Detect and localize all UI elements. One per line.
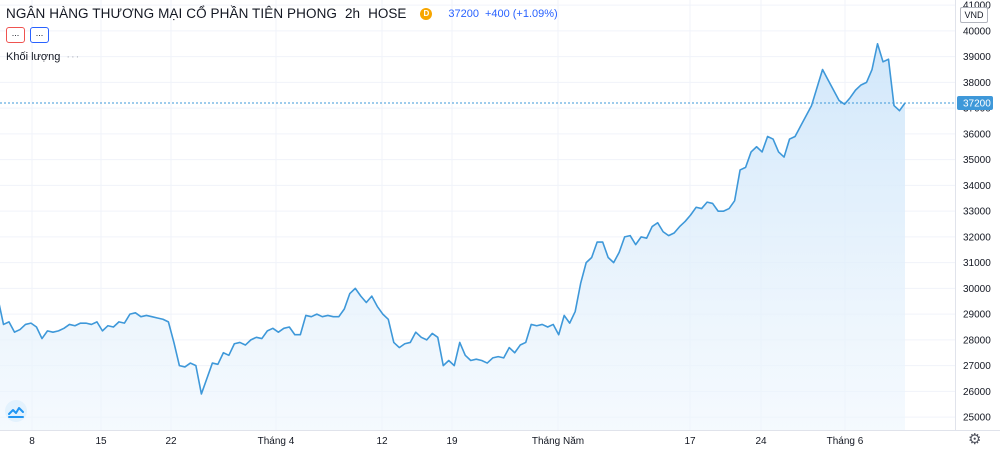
time-axis-tick-label: 15 <box>95 436 107 447</box>
time-axis-tick-label: 12 <box>376 436 388 447</box>
exchange-label: HOSE <box>368 6 407 21</box>
price-line <box>0 42 906 395</box>
currency-label[interactable]: VND <box>960 7 988 23</box>
last-price-label: 37200 <box>957 95 993 110</box>
price-axis-tick-label: 39000 <box>963 52 991 63</box>
sell-button[interactable]: ... <box>6 27 25 43</box>
price-area-fill <box>0 43 905 430</box>
data-delay-badge[interactable]: D <box>420 7 433 20</box>
time-axis-tick-label: 24 <box>755 436 767 447</box>
price-axis-tick-label: 26000 <box>963 387 991 398</box>
volume-label: Khối lượng <box>6 51 61 63</box>
time-axis-tick-label: 22 <box>165 436 177 447</box>
price-axis-tick-label: 38000 <box>963 78 991 89</box>
time-axis-tick-label: 17 <box>684 436 696 447</box>
last-price-label-text: 37200 <box>963 98 991 109</box>
price-axis-tick-label: 30000 <box>963 284 991 295</box>
price-axis-tick-label: 35000 <box>963 155 991 166</box>
price-axis-tick-label: 27000 <box>963 361 991 372</box>
chart-legend: NGÂN HÀNG THƯƠNG MẠI CỔ PHẦN TIÊN PHONG … <box>6 6 558 21</box>
price-axis-tick-label: 40000 <box>963 26 991 37</box>
tradingview-logo-icon[interactable] <box>4 399 28 423</box>
time-axis-tick-label: Tháng 6 <box>827 436 864 447</box>
time-axis-tick-label: Tháng 4 <box>258 436 295 447</box>
price-axis-tick-label: 28000 <box>963 335 991 346</box>
symbol-name[interactable]: NGÂN HÀNG THƯƠNG MẠI CỔ PHẦN TIÊN PHONG <box>6 6 338 21</box>
time-axis[interactable]: 8 15 22 Tháng 4 12 19 Tháng Năm 17 24 Tháng 6 <box>29 436 864 447</box>
time-axis-tick-label: Tháng Năm <box>532 436 584 447</box>
gear-icon[interactable]: ⚙ <box>968 431 982 448</box>
price-axis-tick-label: 29000 <box>963 310 991 321</box>
price-axis-tick-label: 33000 <box>963 207 991 218</box>
price-axis-tick-label: 34000 <box>963 181 991 192</box>
last-price-value: 37200 <box>448 7 479 20</box>
time-axis-tick-label: 8 <box>29 436 35 447</box>
legend-buttons: ... ... <box>6 27 49 43</box>
price-axis-tick-label: 31000 <box>963 258 991 269</box>
time-axis-tick-label: 19 <box>446 436 458 447</box>
timeframe-label[interactable]: 2h <box>345 6 361 21</box>
price-axis[interactable]: 25000 26000 27000 28000 29000 30000 31000 32000… <box>963 1 991 424</box>
price-axis-tick-label: 32000 <box>963 232 991 243</box>
buy-button[interactable]: ... <box>30 27 49 43</box>
price-change-value: +400 (+1.09%) <box>484 7 558 20</box>
volume-settings-dots-icon[interactable]: ··· <box>66 51 81 63</box>
volume-indicator[interactable]: Khối lượng ··· <box>6 51 80 63</box>
last-price-label-box <box>957 95 993 110</box>
price-axis-tick-label: 36000 <box>963 129 991 140</box>
price-axis-tick-label: 41000 <box>963 1 991 12</box>
price-axis-tick-label: 25000 <box>963 413 991 424</box>
